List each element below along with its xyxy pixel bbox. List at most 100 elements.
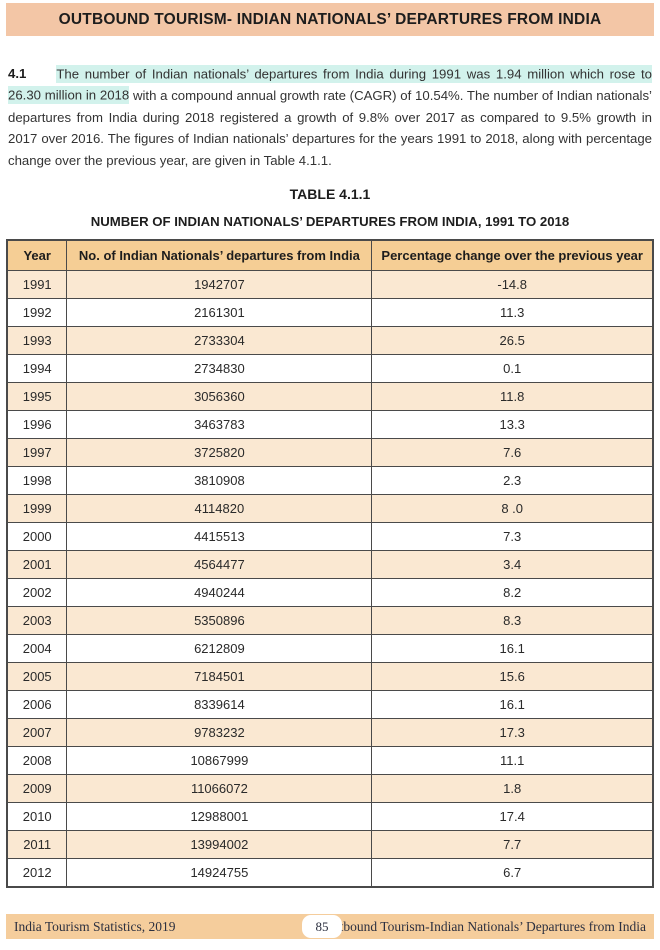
page-title: OUTBOUND TOURISM- INDIAN NATIONALS’ DEPA… — [6, 3, 654, 36]
year-cell: 2007 — [6, 717, 68, 747]
pct-change-cell: 11.3 — [371, 297, 654, 327]
table-row: 2012 14924755 6.7 — [6, 857, 654, 888]
departures-cell: 2733304 — [66, 325, 373, 355]
year-cell: 2001 — [6, 549, 68, 579]
departures-cell: 4114820 — [66, 493, 373, 523]
pct-change-cell: 7.7 — [371, 829, 654, 859]
departures-table-body: 1991 1942707 -14.8 1992 2161301 11.3 1993 27333… — [6, 269, 654, 888]
year-cell: 2000 — [6, 521, 68, 551]
departures-cell: 8339614 — [66, 689, 373, 719]
table-row: 1998 3810908 2.3 — [6, 465, 654, 495]
departures-table: Year No. of Indian Nationals’ departures… — [6, 238, 654, 888]
paragraph-4-1: 4.1 The number of Indian nationals’ depar… — [8, 63, 652, 172]
departures-cell: 3463783 — [66, 409, 373, 439]
departures-cell: 6212809 — [66, 633, 373, 663]
column-header-pct-change: Percentage change over the previous year — [371, 239, 654, 271]
year-cell: 2002 — [6, 577, 68, 607]
paragraph-number: 4.1 — [8, 66, 27, 81]
year-cell: 1999 — [6, 493, 68, 523]
departures-cell: 4940244 — [66, 577, 373, 607]
table-row: 2005 7184501 15.6 — [6, 661, 654, 691]
departures-cell: 5350896 — [66, 605, 373, 635]
departures-cell: 4415513 — [66, 521, 373, 551]
table-row: 2007 9783232 17.3 — [6, 717, 654, 747]
page-footer: India Tourism Statistics, 2019 85 Outbou… — [6, 914, 654, 939]
table-row: 1999 4114820 8 .0 — [6, 493, 654, 523]
pct-change-cell: 16.1 — [371, 633, 654, 663]
departures-cell: 1942707 — [66, 269, 373, 299]
column-header-year: Year — [6, 239, 68, 271]
year-cell: 1998 — [6, 465, 68, 495]
pct-change-cell: 11.8 — [371, 381, 654, 411]
table-row: 2003 5350896 8.3 — [6, 605, 654, 635]
departures-cell: 4564477 — [66, 549, 373, 579]
pct-change-cell: -14.8 — [371, 269, 654, 299]
paragraph-body-text: with a compound annual growth rate (CAGR… — [8, 87, 652, 169]
pct-change-cell: 15.6 — [371, 661, 654, 691]
table-row: 1992 2161301 11.3 — [6, 297, 654, 327]
departures-cell: 7184501 — [66, 661, 373, 691]
pct-change-cell: 13.3 — [371, 409, 654, 439]
departures-cell: 11066072 — [66, 773, 373, 803]
table-row: 2000 4415513 7.3 — [6, 521, 654, 551]
table-title: TABLE 4.1.1 — [289, 185, 371, 202]
year-cell: 2008 — [6, 745, 68, 775]
table-row: 2006 8339614 16.1 — [6, 689, 654, 719]
table-row: 1997 3725820 7.6 — [6, 437, 654, 467]
column-header-departures: No. of Indian Nationals’ departures from… — [66, 239, 373, 271]
pct-change-cell: 8.2 — [371, 577, 654, 607]
year-cell: 1992 — [6, 297, 68, 327]
table-row: 1993 2733304 26.5 — [6, 325, 654, 355]
pct-change-cell: 3.4 — [371, 549, 654, 579]
pct-change-cell: 2.3 — [371, 465, 654, 495]
pct-change-cell: 8 .0 — [371, 493, 654, 523]
pct-change-cell: 17.4 — [371, 801, 654, 831]
year-cell: 2005 — [6, 661, 68, 691]
year-cell: 2003 — [6, 605, 68, 635]
table-row: 2011 13994002 7.7 — [6, 829, 654, 859]
year-cell: 2004 — [6, 633, 68, 663]
departures-cell: 14924755 — [66, 857, 373, 888]
pct-change-cell: 7.3 — [371, 521, 654, 551]
pct-change-cell: 11.1 — [371, 745, 654, 775]
pct-change-cell: 16.1 — [371, 689, 654, 719]
year-cell: 1994 — [6, 353, 68, 383]
year-cell: 2010 — [6, 801, 68, 831]
table-subtitle: NUMBER OF INDIAN NATIONALS’ DEPARTURES F… — [90, 213, 570, 229]
year-cell: 2012 — [6, 857, 68, 888]
departures-cell: 3810908 — [66, 465, 373, 495]
departures-cell: 13994002 — [66, 829, 373, 859]
departures-cell: 3056360 — [66, 381, 373, 411]
pct-change-cell: 1.8 — [371, 773, 654, 803]
table-row: 1995 3056360 11.8 — [6, 381, 654, 411]
table-row: 1996 3463783 13.3 — [6, 409, 654, 439]
table-row: 1994 2734830 0.1 — [6, 353, 654, 383]
pct-change-cell: 17.3 — [371, 717, 654, 747]
year-cell: 2011 — [6, 829, 68, 859]
table-row: 2001 4564477 3.4 — [6, 549, 654, 579]
pct-change-cell: 7.6 — [371, 437, 654, 467]
departures-cell: 2161301 — [66, 297, 373, 327]
pct-change-cell: 26.5 — [371, 325, 654, 355]
table-row: 2008 10867999 11.1 — [6, 745, 654, 775]
departures-cell: 9783232 — [66, 717, 373, 747]
year-cell: 2006 — [6, 689, 68, 719]
year-cell: 1996 — [6, 409, 68, 439]
pct-change-cell: 6.7 — [371, 857, 654, 888]
table-row: 2009 11066072 1.8 — [6, 773, 654, 803]
table-row: 2010 12988001 17.4 — [6, 801, 654, 831]
departures-cell: 3725820 — [66, 437, 373, 467]
year-cell: 1993 — [6, 325, 68, 355]
footer-left-text: India Tourism Statistics, 2019 — [14, 918, 176, 934]
table-row: 2004 6212809 16.1 — [6, 633, 654, 663]
year-cell: 2009 — [6, 773, 68, 803]
departures-cell: 12988001 — [66, 801, 373, 831]
table-header-row: Year No. of Indian Nationals’ departures… — [6, 239, 654, 271]
footer-right-text: Outbound Tourism-Indian Nationals’ Depar… — [323, 918, 646, 934]
year-cell: 1991 — [6, 269, 68, 299]
year-cell: 1995 — [6, 381, 68, 411]
departures-cell: 10867999 — [66, 745, 373, 775]
page-number-badge: 85 — [302, 915, 342, 938]
pct-change-cell: 0.1 — [371, 353, 654, 383]
